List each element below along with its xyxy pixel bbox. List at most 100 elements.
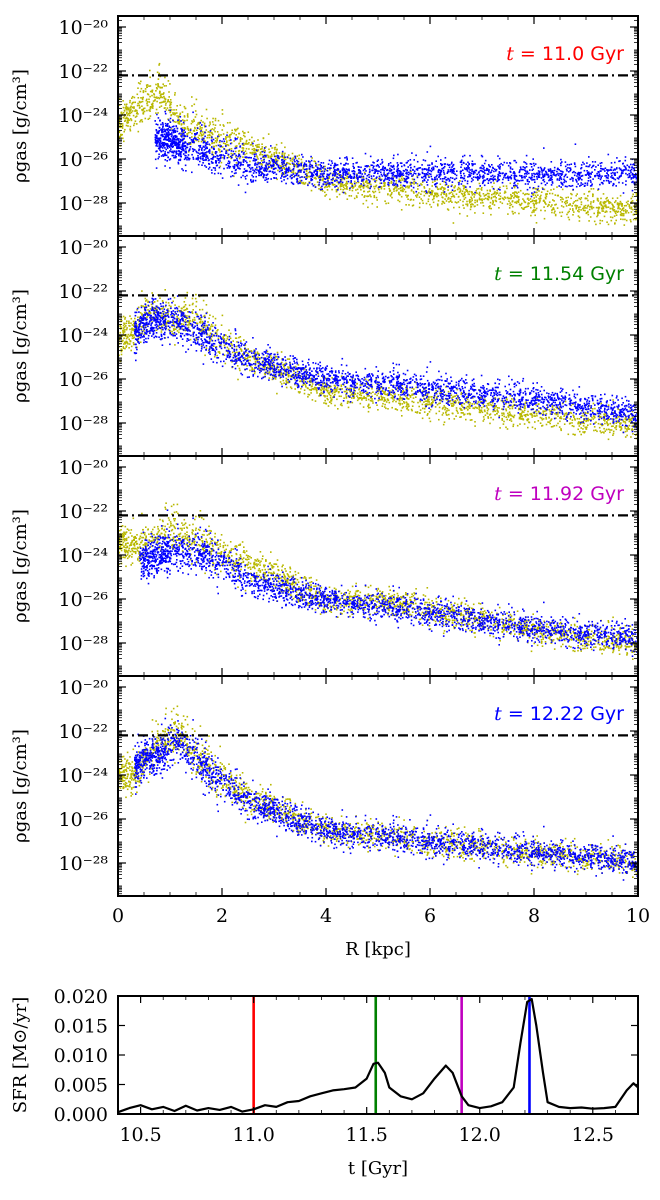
scatter-point	[510, 203, 513, 206]
scatter-point	[392, 400, 394, 403]
scatter-point	[503, 192, 506, 194]
scatter-point	[630, 163, 632, 166]
scatter-point	[154, 99, 156, 101]
scatter-point	[565, 173, 567, 176]
scatter-point	[426, 181, 428, 183]
scatter-point	[517, 201, 520, 203]
scatter-point	[176, 120, 179, 123]
scatter-point	[130, 108, 132, 111]
scatter-point	[273, 158, 275, 161]
scatter-point	[471, 160, 474, 163]
scatter-point	[409, 181, 412, 184]
scatter-point	[129, 315, 131, 317]
scatter-point	[532, 412, 535, 414]
scatter-point	[259, 167, 261, 169]
scatter-point	[524, 402, 526, 405]
scatter-point	[407, 177, 410, 179]
scatter-point	[523, 206, 526, 209]
scatter-point	[197, 163, 200, 166]
scatter-point	[212, 117, 214, 120]
scatter-point	[324, 185, 327, 188]
scatter-point	[510, 174, 513, 177]
scatter-point	[170, 148, 172, 150]
scatter-point	[155, 143, 158, 145]
scatter-point	[599, 183, 601, 186]
scatter-point	[604, 201, 607, 203]
scatter-point	[229, 165, 232, 168]
scatter-point	[610, 169, 612, 171]
scatter-point	[512, 399, 515, 401]
scatter-point	[482, 177, 484, 179]
scatter-point	[165, 102, 167, 104]
scatter-point	[400, 209, 403, 211]
scatter-point	[617, 178, 620, 180]
scatter-point	[284, 146, 286, 149]
scatter-point	[620, 203, 623, 206]
scatter-point	[335, 190, 338, 193]
scatter-point	[441, 200, 444, 203]
scatter-point	[129, 101, 131, 104]
scatter-point	[305, 160, 308, 162]
scatter-point	[466, 167, 468, 169]
scatter-point	[576, 175, 578, 177]
scatter-point	[440, 163, 442, 165]
scatter-point	[315, 169, 317, 171]
scatter-point	[399, 175, 402, 177]
scatter-point	[236, 128, 238, 131]
scatter-point	[469, 154, 471, 157]
scatter-point	[627, 176, 630, 179]
scatter-point	[167, 138, 170, 141]
scatter-point	[233, 172, 236, 175]
scatter-point	[186, 158, 188, 161]
scatter-point	[350, 175, 352, 178]
scatter-point	[628, 173, 631, 175]
scatter-point	[459, 416, 461, 418]
scatter-point	[244, 357, 246, 359]
scatter-point	[303, 168, 306, 171]
scatter-point	[321, 188, 323, 190]
scatter-point	[515, 195, 518, 198]
scatter-point	[220, 172, 222, 175]
scatter-point	[446, 408, 449, 410]
scatter-point	[390, 193, 393, 195]
scatter-point	[245, 358, 247, 360]
scatter-point	[519, 423, 521, 425]
scatter-point	[590, 206, 593, 209]
scatter-point	[537, 166, 540, 169]
scatter-point	[566, 176, 569, 178]
scatter-point	[171, 142, 174, 145]
scatter-point	[533, 172, 535, 175]
scatter-point	[453, 395, 455, 398]
scatter-point	[598, 171, 600, 174]
scatter-point	[621, 171, 623, 174]
scatter-point	[304, 165, 306, 167]
scatter-point	[167, 320, 169, 322]
scatter-point	[605, 204, 607, 206]
scatter-point	[187, 129, 190, 131]
scatter-point	[495, 170, 497, 172]
scatter-point	[567, 211, 569, 214]
scatter-point	[252, 179, 255, 182]
scatter-point	[632, 175, 635, 177]
scatter-point	[599, 416, 601, 419]
scatter-point	[608, 180, 610, 183]
scatter-point	[620, 218, 622, 220]
scatter-point	[184, 164, 187, 167]
scatter-point	[154, 139, 157, 142]
scatter-point	[602, 205, 604, 207]
scatter-point	[516, 179, 519, 182]
scatter-point	[161, 143, 164, 146]
scatter-point	[319, 178, 322, 181]
scatter-point	[478, 197, 481, 199]
scatter-point	[132, 114, 135, 117]
scatter-point	[530, 206, 532, 209]
scatter-point	[413, 159, 415, 161]
scatter-point	[596, 197, 599, 200]
scatter-point	[505, 403, 507, 405]
scatter-point	[474, 163, 476, 165]
scatter-point	[136, 104, 139, 107]
scatter-point	[608, 201, 610, 203]
scatter-point	[155, 308, 157, 311]
scatter-point	[306, 168, 308, 170]
scatter-point	[401, 175, 403, 178]
